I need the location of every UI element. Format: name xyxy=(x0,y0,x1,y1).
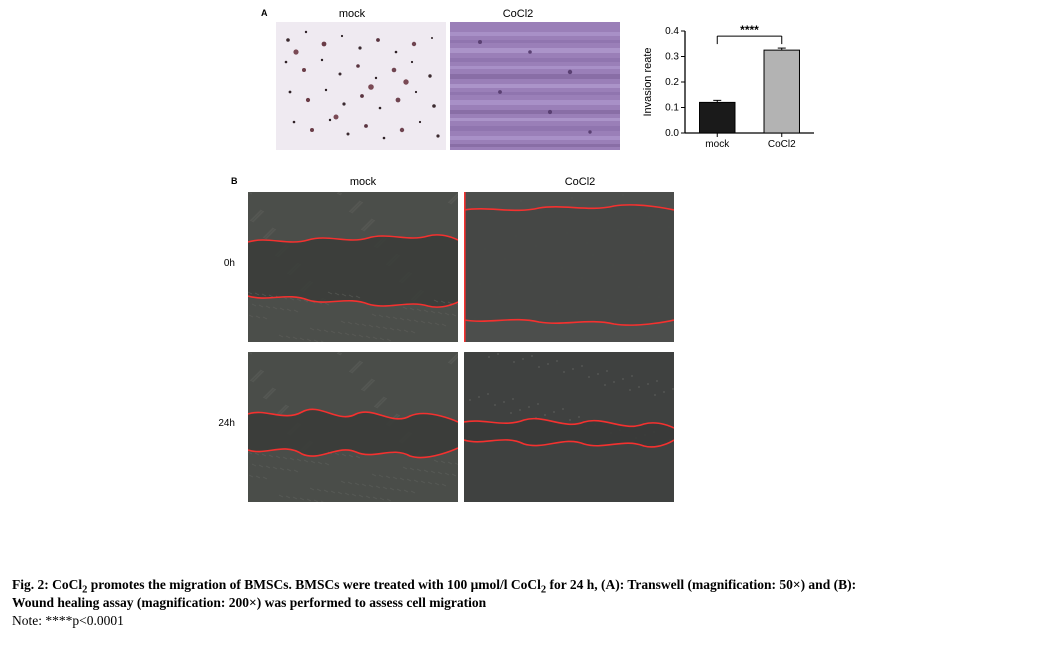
caption-line2: Wound healing assay (magnification: 200×… xyxy=(12,595,486,610)
caption-note: Note: ****p<0.0001 xyxy=(12,613,124,628)
panel-a-bar-chart: 0.0 0.1 0.2 0.3 0.4 Invasion reate mock CoCl2 **… xyxy=(637,13,822,155)
panel-a-micrograph-mock xyxy=(276,22,446,150)
svg-text:****: **** xyxy=(740,23,759,37)
caption-line1: Fig. 2: CoCl2 promotes the migration of … xyxy=(12,577,856,592)
svg-text:mock: mock xyxy=(705,139,730,150)
svg-text:0.1: 0.1 xyxy=(665,103,679,114)
svg-text:Invasion reate: Invasion reate xyxy=(642,47,654,116)
panel-b-label: B xyxy=(231,176,238,186)
caption-note-sig: ****p<0.0001 xyxy=(45,613,124,628)
caption-prefix: Fig. 2: CoCl xyxy=(12,577,82,592)
svg-text:CoCl2: CoCl2 xyxy=(768,139,796,150)
panel-b-cell-0h-cocl xyxy=(464,192,674,342)
caption-note-prefix: Note: xyxy=(12,613,45,628)
svg-text:0.0: 0.0 xyxy=(665,128,679,139)
panel-b-col-cocl: CoCl2 xyxy=(550,176,610,188)
panel-b-row-0h: 0h xyxy=(205,258,235,269)
svg-text:0.4: 0.4 xyxy=(665,26,679,37)
svg-text:0.3: 0.3 xyxy=(665,52,679,63)
panel-b-cell-24h-mock xyxy=(248,352,458,502)
caption-suffix: for 24 h, (A): Transwell (magnification:… xyxy=(546,577,856,592)
panel-a-micrograph-cocl xyxy=(450,22,620,150)
panel-a-col-cocl: CoCl2 xyxy=(488,8,548,20)
figure-caption: Fig. 2: CoCl2 promotes the migration of … xyxy=(12,576,1043,631)
panel-a-col-mock: mock xyxy=(322,8,382,20)
panel-a-label: A xyxy=(261,8,268,18)
panel-b-col-mock: mock xyxy=(333,176,393,188)
panel-b-cell-0h-mock xyxy=(248,192,458,342)
panel-b-row-24h: 24h xyxy=(205,418,235,429)
caption-mid: promotes the migration of BMSCs. BMSCs w… xyxy=(87,577,540,592)
svg-text:0.2: 0.2 xyxy=(665,77,679,88)
panel-b-cell-24h-cocl xyxy=(464,352,674,502)
